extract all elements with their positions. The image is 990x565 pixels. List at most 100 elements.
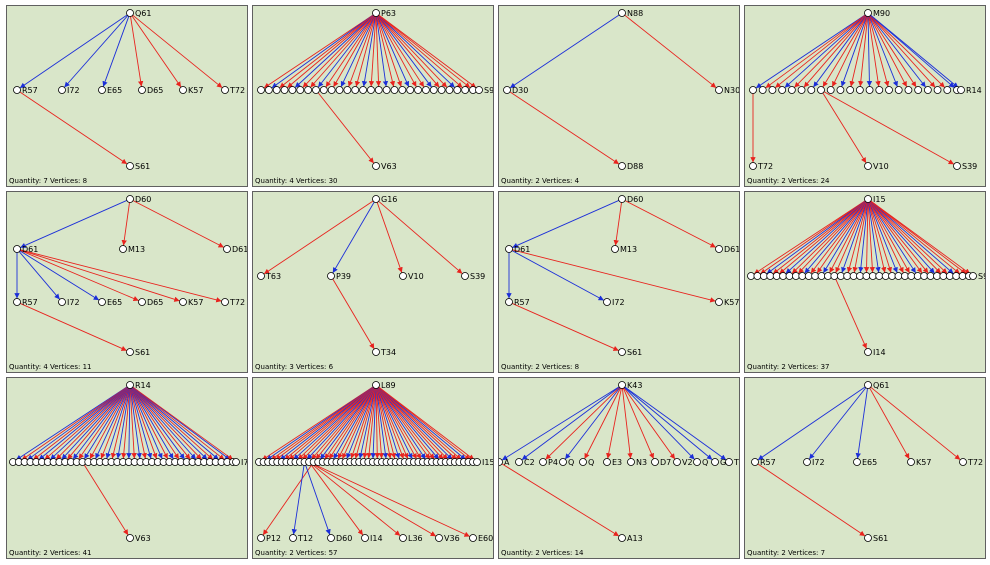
graph-edge [131, 387, 169, 460]
graph-node [843, 272, 852, 280]
node-label: C2 [524, 458, 535, 467]
node-label: K43 [627, 381, 642, 390]
graph-edge [350, 388, 376, 459]
graph-node [875, 86, 884, 94]
graph-node [824, 272, 832, 280]
caption-part: 2 [535, 177, 540, 185]
graph-node [693, 458, 701, 466]
graph-node [372, 195, 380, 203]
graph-edge [869, 201, 923, 274]
graph-node [367, 86, 375, 94]
graph-edge [333, 15, 375, 88]
panel-caption: Quantity: 2 Vertices: 41 [9, 549, 91, 557]
graph-edge [15, 386, 128, 461]
graph-edge [378, 387, 444, 460]
graph-node [539, 458, 547, 466]
caption-part: Quantity: [501, 177, 534, 185]
graph-edge [623, 387, 676, 460]
graph-edge [20, 249, 180, 302]
caption-part: 41 [82, 549, 92, 557]
node-label: P39 [336, 272, 351, 281]
graph-edge [333, 387, 375, 460]
graph-edge [755, 14, 866, 89]
graph-edge [757, 463, 866, 537]
panel-caption: Quantity: 2 Vertices: 57 [255, 549, 337, 557]
node-label: V10 [873, 162, 889, 171]
node-label: M13 [620, 245, 637, 254]
graph-edge [319, 387, 375, 460]
graph-node [673, 458, 681, 466]
graph-edge [766, 200, 866, 275]
graph-edge [347, 16, 376, 87]
graph-edge [852, 202, 868, 273]
caption-part: Quantity: [9, 177, 42, 185]
graph-node [618, 534, 626, 542]
node-label: A [504, 458, 510, 467]
caption-part: 4 [43, 363, 48, 371]
caption-part: Vertices: [50, 363, 81, 371]
graph-edge [266, 386, 374, 461]
graph-edge [284, 386, 374, 461]
graph-edge [785, 201, 866, 274]
panel-caption: Quantity: 4 Vertices: 11 [9, 363, 91, 371]
graph-edge [131, 387, 174, 460]
graph-edge [378, 14, 471, 89]
graph-node [499, 458, 503, 466]
graph-node [58, 298, 66, 306]
caption-part: Quantity: [255, 549, 288, 557]
graph-node [618, 195, 626, 203]
caption-part: 7 [43, 177, 48, 185]
node-label: V10 [408, 272, 424, 281]
graph-node [579, 458, 587, 466]
node-label: V2 [682, 458, 693, 467]
graph-node [749, 162, 757, 170]
graph-node [772, 272, 781, 280]
graph-node [399, 534, 407, 542]
graph-edge [83, 387, 129, 460]
caption-part: 57 [328, 549, 338, 557]
node-label: M13 [128, 245, 145, 254]
graph-edge [271, 14, 374, 89]
node-label: D65 [147, 298, 163, 307]
graph-node [817, 86, 825, 94]
graph-node [913, 272, 922, 280]
graph-canvas: G16 T63 P39 V10 S39 T34 [257, 195, 485, 357]
graph-node [126, 381, 134, 389]
graph-edge [512, 249, 716, 303]
graph-edge [624, 387, 695, 460]
graph-edge [368, 16, 377, 87]
graph-edge [132, 387, 202, 460]
graph-node [257, 272, 265, 280]
graph-node [958, 272, 967, 280]
graph-node [791, 272, 800, 280]
graph-node [651, 458, 659, 466]
graph-node [399, 272, 407, 280]
caption-part: Vertices: [296, 363, 327, 371]
graph-edge [297, 387, 374, 460]
graph-edge [67, 387, 129, 460]
graph-panel-1: Q61 R57 I72 E65 D65 K57 T72 S61 Quantity: 7 Vert… [6, 5, 248, 187]
graph-edge [377, 387, 413, 460]
graph-node [473, 458, 481, 466]
graph-node [505, 245, 513, 253]
graph-node [914, 86, 923, 94]
graph-edge [870, 201, 948, 274]
graph-node [803, 458, 811, 466]
graph-node [923, 86, 932, 94]
graph-edge [772, 200, 866, 275]
graph-edge [855, 388, 868, 459]
node-label: E65 [107, 86, 122, 95]
caption-part: Vertices: [542, 363, 573, 371]
caption-part: 24 [820, 177, 830, 185]
graph-edge [102, 16, 130, 87]
graph-panel-2: P63 V63 S92 Quantity: 4 Vertices: 30 [252, 5, 494, 187]
graph-edge [375, 16, 382, 87]
graph-node [826, 86, 835, 94]
graph-edge [291, 465, 305, 535]
graph-edge [376, 388, 392, 459]
graph-edge [376, 388, 397, 459]
graph-node [952, 272, 961, 280]
graph-edge [835, 202, 868, 273]
graph-node [865, 86, 874, 94]
graph-node [957, 86, 965, 94]
